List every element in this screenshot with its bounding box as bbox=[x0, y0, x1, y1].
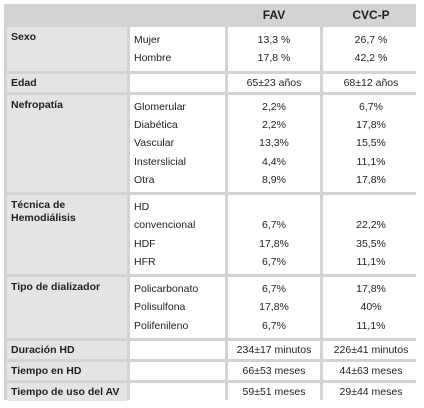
row-label: Tipo de dializador bbox=[7, 277, 127, 338]
fav-value: 66±53 meses bbox=[228, 362, 320, 380]
sub-label: Diabética bbox=[134, 119, 178, 132]
fav-values: 6,7% 17,8% 6,7% bbox=[228, 277, 320, 338]
sub-label: HFR bbox=[134, 255, 156, 268]
header-fav: FAV bbox=[262, 8, 286, 22]
table-row: Sexo Mujer Hombre 13,3 % 17,8 % 26,7 % 4… bbox=[7, 27, 419, 71]
row-label: Sexo bbox=[7, 27, 127, 71]
fav-value: 6,7% bbox=[262, 319, 286, 332]
row-label-line: Hemodiálisis bbox=[11, 212, 76, 224]
fav-value: 4,4% bbox=[262, 155, 286, 168]
row-label: Edad bbox=[7, 74, 127, 92]
cvc-values: 6,7% 17,8% 15,5% 11,1% 17,8% bbox=[323, 95, 419, 192]
fav-values: 6,7% 17,8% 6,7% bbox=[228, 195, 320, 274]
row-label: Nefropatía bbox=[7, 95, 127, 192]
cvc-value: 17,8% bbox=[356, 173, 386, 186]
cvc-value: 11,1% bbox=[356, 155, 386, 168]
fav-value: 6,7% bbox=[262, 219, 286, 232]
cvc-value: 22,2% bbox=[356, 219, 386, 232]
cvc-value: 15,5% bbox=[356, 137, 386, 150]
header-cvcp: CVC-P bbox=[352, 8, 390, 22]
header-row: FAV CVC-P bbox=[7, 7, 419, 24]
sub-label: Glomerular bbox=[134, 100, 186, 113]
fav-value: 234±17 minutos bbox=[228, 341, 320, 359]
table-row: Técnica de Hemodiálisis HD convencional … bbox=[7, 195, 419, 274]
sub-labels: Mujer Hombre bbox=[130, 27, 225, 71]
sub-label: Vascular bbox=[134, 137, 175, 150]
cvc-value: 6,7% bbox=[359, 100, 383, 113]
sub-label: Hombre bbox=[134, 52, 172, 64]
fav-value: 17,8% bbox=[259, 301, 289, 314]
sub-label: Otra bbox=[134, 173, 155, 186]
cvc-value: 11,1% bbox=[356, 319, 386, 332]
fav-value: 2,2% bbox=[262, 100, 286, 113]
cvc-value: 42,2 % bbox=[354, 52, 388, 64]
sub-label: Policarbonato bbox=[134, 283, 199, 296]
cvc-value: 40% bbox=[360, 301, 382, 314]
sub-label: Insterslicial bbox=[134, 155, 186, 168]
row-label: Técnica de Hemodiálisis bbox=[7, 195, 127, 274]
sub-labels: Policarbonato Polisulfona Polifenileno bbox=[130, 277, 225, 338]
data-table: FAV CVC-P Sexo Mujer Hombre 13,3 % 17,8 … bbox=[4, 4, 422, 404]
fav-value: 8,9% bbox=[262, 173, 286, 186]
cvc-value: 44±63 meses bbox=[323, 362, 419, 380]
fav-value: 65±23 años bbox=[228, 74, 320, 92]
fav-value: 6,7% bbox=[262, 255, 286, 268]
cvc-value: 35,5% bbox=[356, 237, 386, 250]
fav-values: 2,2% 2,2% 13,3% 4,4% 8,9% bbox=[228, 95, 320, 192]
fav-value: 17,8 % bbox=[257, 52, 291, 64]
sub-labels: HD convencional HDF HFR bbox=[130, 195, 225, 274]
cvc-value: 29±44 meses bbox=[323, 383, 419, 401]
fav-value: 13,3% bbox=[259, 137, 289, 150]
table-row: Tipo de dializador Policarbonato Polisul… bbox=[7, 277, 419, 338]
fav-value bbox=[232, 198, 316, 216]
row-label: Tiempo en HD bbox=[7, 362, 127, 380]
sub-labels: Glomerular Diabética Vascular Insterslic… bbox=[130, 95, 225, 192]
row-label: Duración HD bbox=[7, 341, 127, 359]
table-row: Tiempo de uso del AV 59±51 meses 29±44 m… bbox=[7, 383, 419, 401]
table-row: Edad 65±23 años 68±12 años bbox=[7, 74, 419, 92]
cvc-values: 26,7 % 42,2 % bbox=[323, 27, 419, 71]
row-label-line: Técnica de bbox=[11, 199, 66, 211]
cvc-value: 68±12 años bbox=[323, 74, 419, 92]
cvc-value bbox=[327, 198, 415, 216]
sub-label: Mujer bbox=[134, 33, 161, 46]
cvc-values: 22,2% 35,5% 11,1% bbox=[323, 195, 419, 274]
table-container: FAV CVC-P Sexo Mujer Hombre 13,3 % 17,8 … bbox=[4, 4, 419, 401]
table-row: Duración HD 234±17 minutos 226±41 minuto… bbox=[7, 341, 419, 359]
fav-value: 59±51 meses bbox=[228, 383, 320, 401]
table-row: Tiempo en HD 66±53 meses 44±63 meses bbox=[7, 362, 419, 380]
cvc-value: 17,8% bbox=[356, 283, 386, 296]
cvc-value: 226±41 minutos bbox=[323, 341, 419, 359]
row-label: Tiempo de uso del AV bbox=[7, 383, 127, 401]
sub-label: HD bbox=[134, 201, 150, 214]
cvc-value: 11,1% bbox=[356, 255, 386, 268]
cvc-value: 17,8% bbox=[356, 119, 386, 132]
fav-value: 17,8% bbox=[259, 237, 289, 250]
cvc-values: 17,8% 40% 11,1% bbox=[323, 277, 419, 338]
fav-value: 13,3 % bbox=[257, 33, 291, 46]
table-row: Nefropatía Glomerular Diabética Vascular… bbox=[7, 95, 419, 192]
fav-value: 6,7% bbox=[262, 283, 286, 296]
fav-values: 13,3 % 17,8 % bbox=[228, 27, 320, 71]
cvc-value: 26,7 % bbox=[354, 33, 388, 46]
sub-label: HDF bbox=[134, 237, 156, 250]
fav-value: 2,2% bbox=[262, 119, 286, 132]
sub-label: Polifenileno bbox=[134, 319, 189, 332]
sub-label: Polisulfona bbox=[134, 301, 186, 314]
sub-label: convencional bbox=[134, 219, 196, 232]
